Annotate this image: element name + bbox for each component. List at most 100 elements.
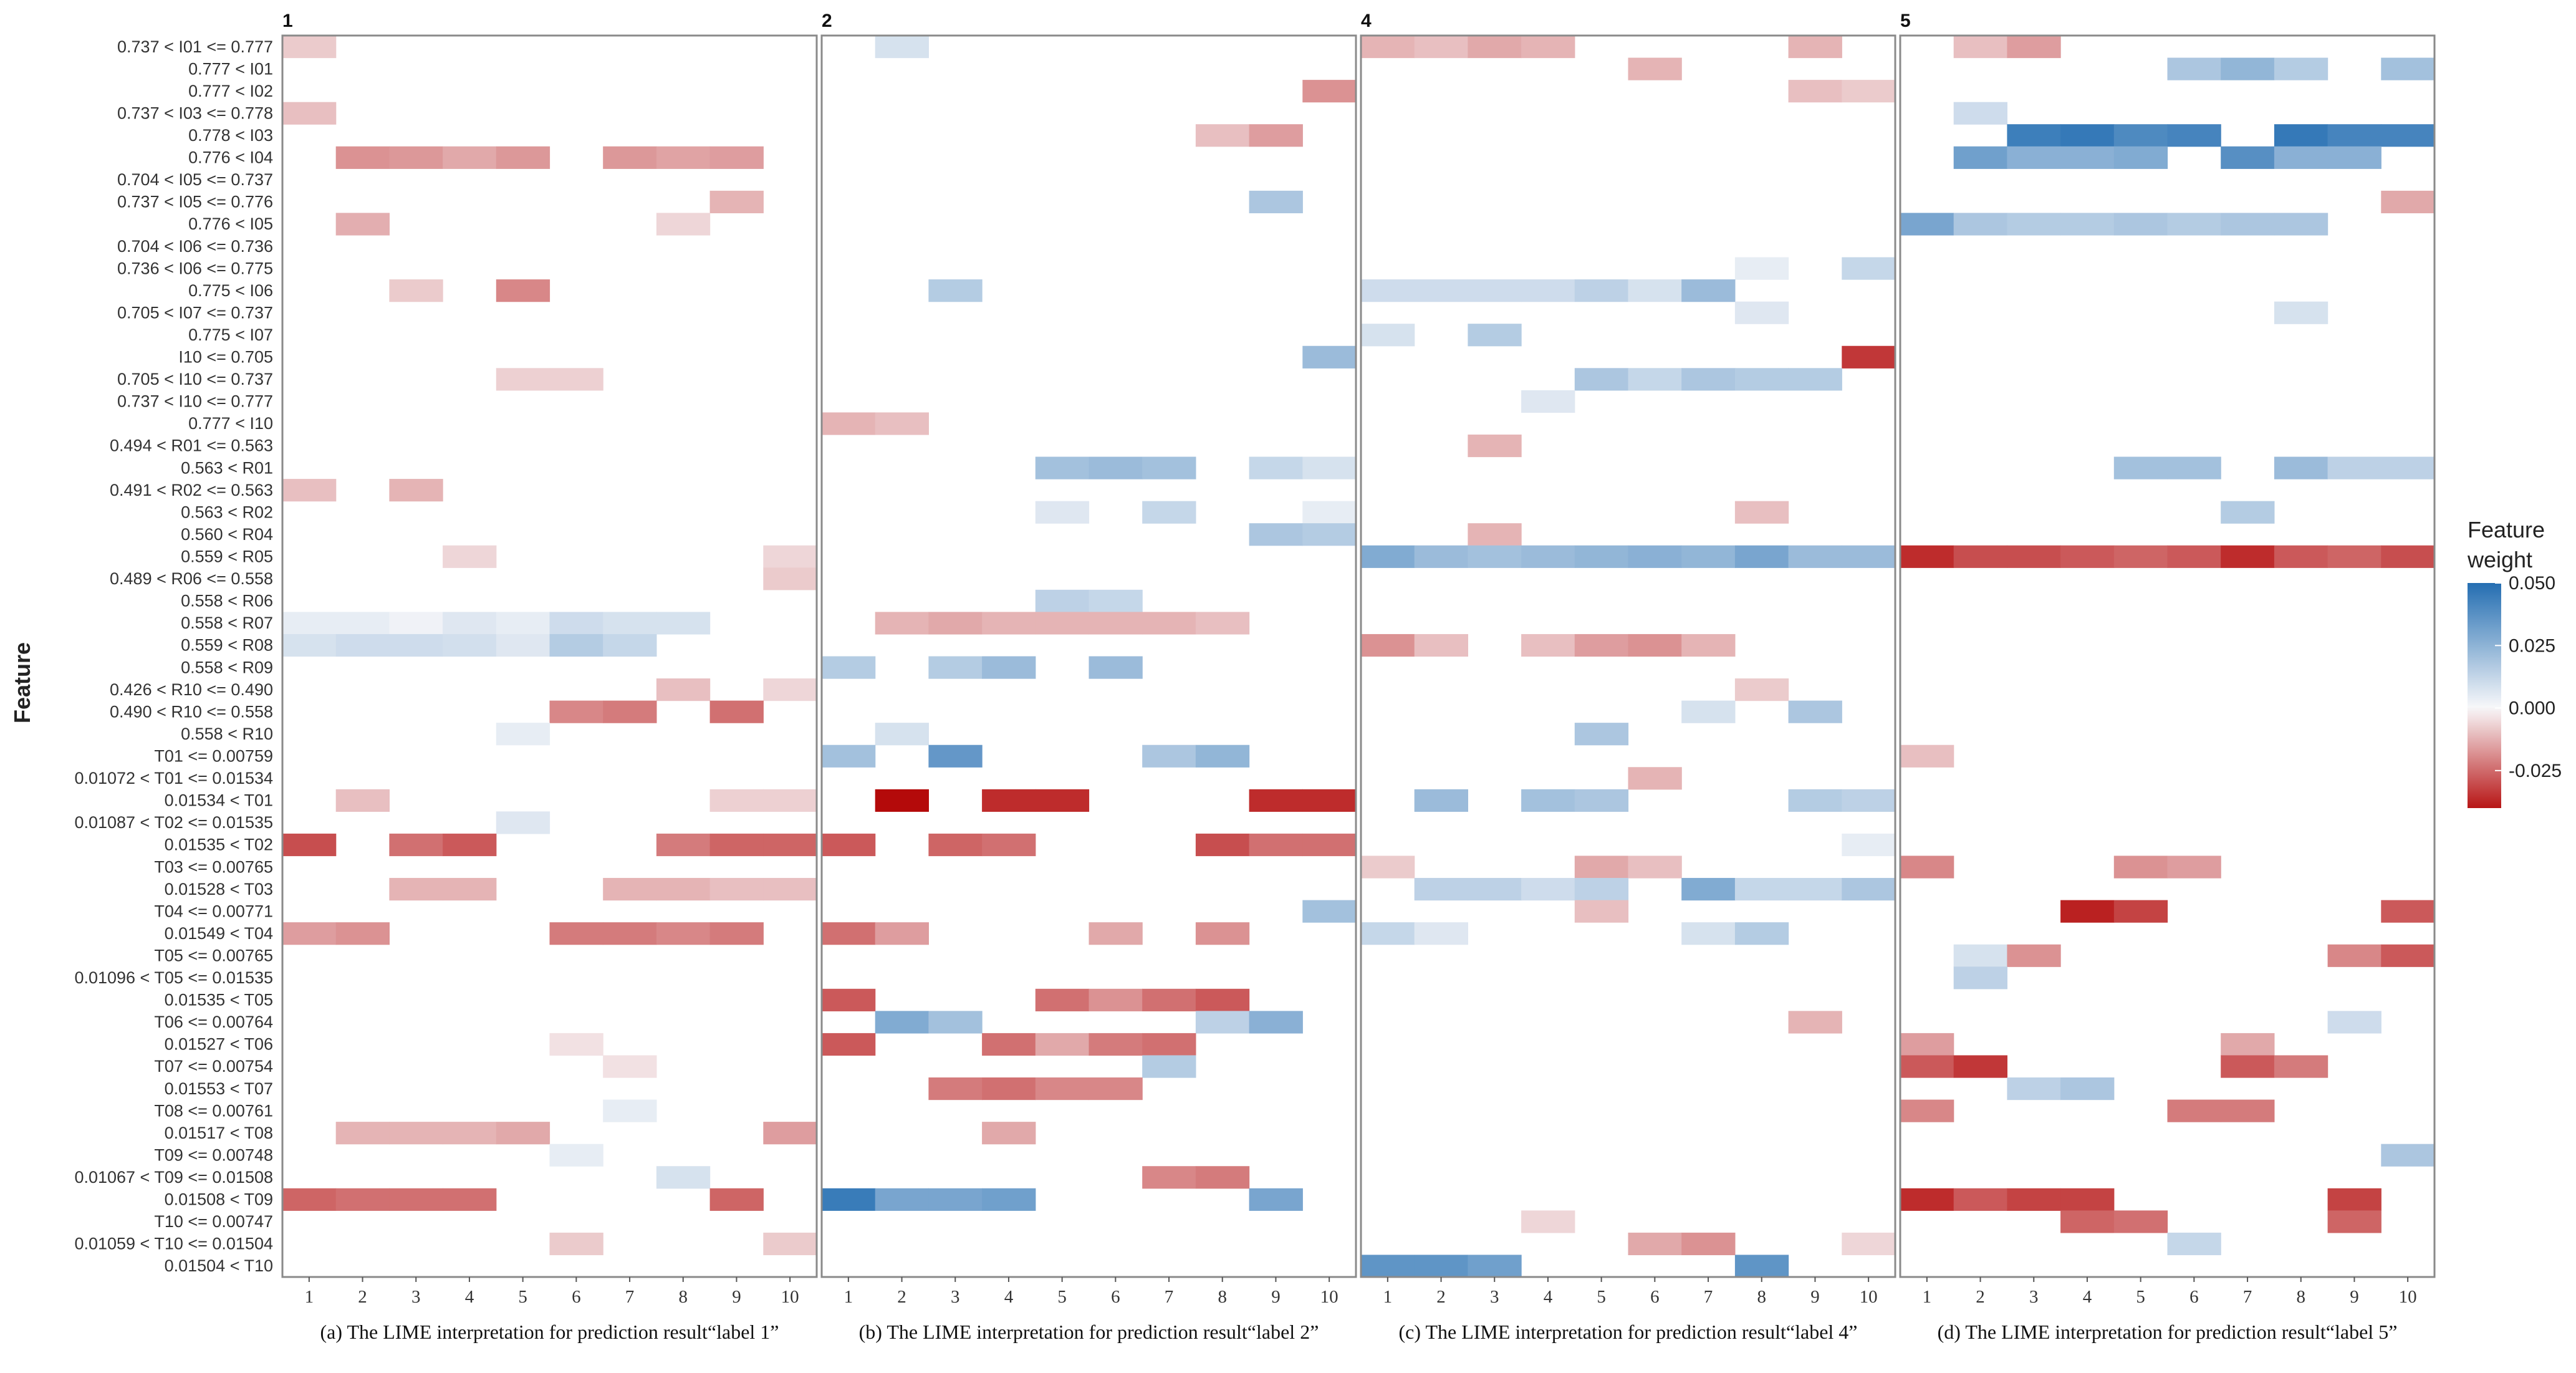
- heatmap-cell: [656, 612, 711, 635]
- heatmap-cell: [2221, 1099, 2275, 1122]
- heatmap-cell: [1574, 855, 1629, 879]
- heatmap-cell: [2221, 1033, 2275, 1056]
- heatmap-cell: [1302, 789, 1357, 812]
- feature-label: 0.01527 < T06: [165, 1035, 273, 1054]
- heatmap-cell: [928, 279, 983, 302]
- heatmap-cell: [1953, 545, 2007, 568]
- heatmap-cell: [1142, 744, 1196, 768]
- heatmap-cell: [1953, 102, 2007, 125]
- heatmap-cell: [763, 1232, 817, 1256]
- heatmap-cell: [1521, 878, 1575, 901]
- heatmap-cell: [1195, 1166, 1250, 1189]
- heatmap-cell: [1302, 80, 1357, 103]
- feature-label: 0.01096 < T05 <= 0.01535: [74, 968, 273, 987]
- heatmap-cell: [1628, 855, 1682, 879]
- heatmap-cell: [656, 833, 711, 857]
- panel-title: 4: [1361, 11, 1372, 31]
- heatmap-cell: [1195, 988, 1250, 1011]
- panel-caption: (a) The LIME interpretation for predicti…: [320, 1321, 779, 1343]
- feature-label: 0.01534 < T01: [165, 791, 273, 810]
- heatmap-cell: [1788, 878, 1842, 901]
- heatmap-cell: [549, 368, 603, 391]
- heatmap-cell: [1195, 744, 1250, 768]
- heatmap-cell: [2274, 124, 2328, 147]
- heatmap-cell: [1361, 922, 1415, 945]
- heatmap-cell: [335, 1188, 390, 1211]
- feature-label: 0.01553 < T07: [165, 1079, 273, 1098]
- heatmap-cell: [1468, 545, 1522, 568]
- feature-label: 0.01549 < T04: [165, 924, 273, 943]
- feature-label: 0.737 < I05 <= 0.776: [117, 193, 273, 211]
- panel-border: [1899, 34, 2436, 1278]
- heatmap-cell: [928, 833, 983, 857]
- heatmap-cell: [1953, 213, 2007, 236]
- heatmap-cell: [875, 36, 929, 59]
- heatmap-cell: [2167, 213, 2221, 236]
- heatmap-cell: [1089, 922, 1143, 945]
- heatmap-cell: [443, 1188, 497, 1211]
- feature-label: T04 <= 0.00771: [154, 902, 273, 920]
- heatmap-cell: [1035, 456, 1090, 479]
- panel-title: 5: [1900, 11, 1911, 31]
- feature-label: I10 <= 0.705: [178, 348, 273, 367]
- heatmap-cell: [1953, 36, 2007, 59]
- heatmap-cell: [1089, 1033, 1143, 1056]
- heatmap-cell: [1195, 922, 1250, 945]
- feature-label: 0.560 < R04: [181, 525, 273, 544]
- heatmap-cell: [2167, 456, 2221, 479]
- x-tick-label: 10: [2399, 1287, 2417, 1307]
- x-tick-label: 6: [2189, 1287, 2199, 1307]
- heatmap-cell: [1574, 634, 1629, 657]
- panel-1: 1 1 2 3 4 5 6 7 8 9 10(a) The LIME interpretation …: [281, 11, 818, 1343]
- heatmap-cell: [1361, 855, 1415, 879]
- heatmap-cell: [603, 1099, 657, 1122]
- x-tick-label: 8: [2297, 1287, 2306, 1307]
- heatmap-cell: [2327, 1210, 2381, 1233]
- heatmap-cell: [389, 878, 443, 901]
- heatmap-cell: [2221, 146, 2275, 169]
- heatmap-panels: 11 2 3 4 5 6 7 8 9 10(a) The LIME interpretation …: [281, 11, 2436, 1343]
- heatmap-cell: [1734, 501, 1789, 524]
- heatmap-cell: [1788, 789, 1842, 812]
- heatmap-cell: [443, 612, 497, 635]
- heatmap-cell: [656, 922, 711, 945]
- heatmap-cell: [1468, 279, 1522, 302]
- feature-label: T07 <= 0.00754: [154, 1057, 273, 1076]
- heatmap-cell: [2221, 501, 2275, 524]
- heatmap-cell: [1574, 900, 1629, 923]
- heatmap-cell: [1953, 1188, 2007, 1211]
- x-tick-label: 3: [1490, 1287, 1499, 1307]
- heatmap-cell: [2381, 1144, 2435, 1167]
- heatmap-cell: [763, 789, 817, 812]
- heatmap-cell: [2060, 1188, 2115, 1211]
- heatmap-cell: [2113, 213, 2168, 236]
- heatmap-cell: [389, 634, 443, 657]
- heatmap-cell: [496, 279, 550, 302]
- feature-label: 0.558 < R09: [181, 658, 273, 677]
- feature-label: 0.489 < R06 <= 0.558: [110, 569, 273, 588]
- feature-label: 0.563 < R01: [181, 458, 273, 477]
- heatmap-cell: [709, 789, 764, 812]
- heatmap-cell: [2007, 1188, 2061, 1211]
- feature-label: 0.705 < I07 <= 0.737: [117, 303, 273, 322]
- heatmap-cell: [496, 146, 550, 169]
- heatmap-cell: [549, 922, 603, 945]
- panel-4: 4 1 2 3 4 5 6 7 8 9 10(c) The LIME interpretation …: [1360, 11, 1896, 1343]
- heatmap-cell: [1788, 36, 1842, 59]
- heatmap-cell: [982, 1077, 1036, 1101]
- x-tick-label: 3: [2029, 1287, 2039, 1307]
- heatmap-cell: [496, 368, 550, 391]
- heatmap-cell: [928, 1188, 983, 1211]
- heatmap-cell: [1035, 1077, 1090, 1101]
- heatmap-cell: [1628, 767, 1682, 790]
- heatmap-cell: [496, 634, 550, 657]
- heatmap-cell: [2381, 57, 2435, 80]
- feature-label: 0.01067 < T09 <= 0.01508: [74, 1168, 273, 1187]
- heatmap-cell: [822, 412, 876, 435]
- heatmap-cell: [2221, 545, 2275, 568]
- feature-label: 0.775 < I06: [188, 281, 273, 300]
- heatmap-cell: [335, 922, 390, 945]
- heatmap-cell: [2221, 213, 2275, 236]
- feature-label: T09 <= 0.00748: [154, 1145, 273, 1164]
